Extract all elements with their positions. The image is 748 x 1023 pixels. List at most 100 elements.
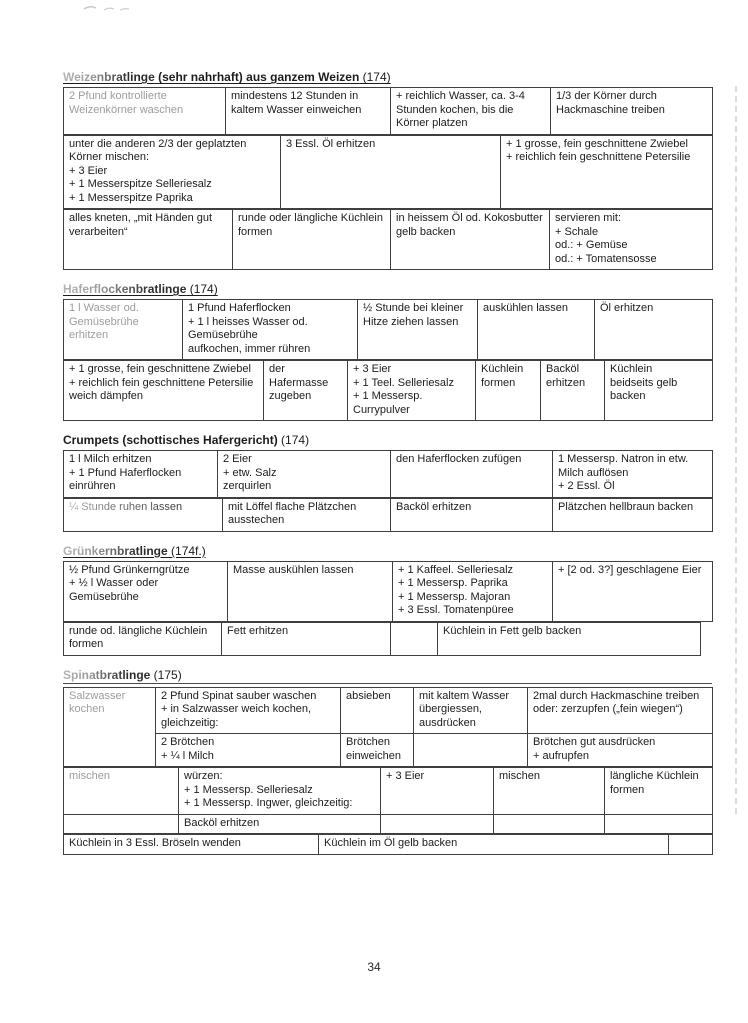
table-cell: 1 l Milch erhitzen + 1 Pfund Haferflocke…: [63, 450, 218, 498]
gruenkern-table-1: ½ Pfund Grünkerngrütze + ½ l Wasser oder…: [63, 560, 713, 622]
table-cell: Öl erhitzen: [594, 299, 713, 360]
section-heading-crumpets: Crumpets (schottisches Hafergericht) (17…: [63, 433, 712, 447]
table-row: + 1 grosse, fein geschnittene Zwiebel + …: [63, 360, 713, 421]
table-cell: Brötchen einweichen: [340, 733, 414, 767]
table-cell: + 1 Kaffeel. Selleriesalz + 1 Messersp. …: [392, 560, 553, 622]
table-cell-empty: [380, 813, 494, 834]
table-cell: servieren mit: + Schale od.: + Gemüse od…: [549, 209, 713, 270]
section-heading-weizenbratlinge: Weizenbratlinge (sehr nahrhaft) aus ganz…: [63, 70, 712, 84]
table-cell: unter die anderen 2/3 der geplatzten Kör…: [63, 134, 281, 209]
table-cell-empty: [493, 813, 605, 834]
section-heading-haferflockenbratlinge: Haferflockenbratlinge (174): [63, 282, 712, 296]
table-row: Backöl erhitzen: [63, 813, 713, 834]
table-cell: + 1 grosse, fein geschnittene Zwiebel + …: [63, 360, 264, 421]
table-cell: Backöl erhitzen: [178, 813, 381, 834]
heading-page-ref: (174): [359, 70, 391, 84]
section-heading-gruenkernbratlinge: Grünkernbratlinge (174f.): [63, 544, 712, 558]
table-cell: 2 Brötchen + ¼ l Milch: [155, 733, 341, 767]
table-cell: + 3 Eier: [380, 767, 494, 815]
table-cell: Küchlein in 3 Essl. Bröseln wenden: [63, 834, 319, 855]
heading-page-ref: (174): [186, 282, 218, 296]
table-cell: 1 l Wasser od. Gemüsebrühe erhitzen: [63, 299, 183, 360]
table-cell: Küchlein formen: [475, 360, 541, 421]
heading-word: Grünkernbratlinge: [63, 543, 168, 558]
table-cell: mischen: [63, 767, 179, 815]
table-cell: 3 Essl. Öl erhitzen: [280, 134, 501, 209]
spinat-table-1: Salzwasser kochen 2 Pfund Spinat sauber …: [63, 686, 713, 767]
table-cell: ¼ Stunde ruhen lassen: [63, 497, 223, 532]
heading-bold: Crumpets (schottisches Hafergericht): [63, 433, 278, 447]
table-row: unter die anderen 2/3 der geplatzten Kör…: [63, 134, 713, 209]
table-cell: auskühlen lassen: [477, 299, 595, 360]
crumpets-table-1: 1 l Milch erhitzen + 1 Pfund Haferflocke…: [63, 450, 713, 498]
hafer-table-1: 1 l Wasser od. Gemüsebrühe erhitzen 1 Pf…: [63, 299, 713, 360]
table-cell: absieben: [340, 686, 414, 734]
weizen-table-2: unter die anderen 2/3 der geplatzten Kör…: [63, 134, 713, 210]
heading-word: Haferflockenbratlinge: [63, 282, 187, 296]
heading-word: Spinatbratlinge: [63, 667, 151, 682]
gruenkern-table-2: runde od. längliche Küchlein formen Fett…: [63, 621, 701, 656]
table-cell: mindestens 12 Stunden in kaltem Wasser e…: [225, 87, 391, 135]
table-cell: Küchlein beidseits gelb backen: [604, 360, 713, 421]
table-cell: 1/3 der Körner durch Hackmaschine treibe…: [550, 87, 713, 135]
table-cell: Salzwasser kochen: [63, 686, 156, 767]
table-row: Küchlein in 3 Essl. Bröseln wenden Küchl…: [63, 834, 713, 855]
table-row: 1 l Wasser od. Gemüsebrühe erhitzen 1 Pf…: [63, 299, 713, 360]
table-row: 2 Pfund kontrollierte Weizenkörner wasch…: [63, 87, 713, 135]
heading-bold: (sehr nahrhaft) aus ganzem Weizen: [154, 70, 360, 84]
table-cell: + 1 grosse, fein geschnittene Zwiebel + …: [500, 134, 713, 209]
hafer-table-2: + 1 grosse, fein geschnittene Zwiebel + …: [63, 360, 713, 421]
section-heading-spinatbratlinge: Spinatbratlinge (175): [63, 668, 712, 684]
page-number: 34: [367, 960, 381, 974]
table-row: alles kneten, „mit Händen gut verarbeite…: [63, 209, 713, 270]
table-cell: den Haferflocken zufügen: [390, 450, 553, 498]
weizen-table-3: alles kneten, „mit Händen gut verarbeite…: [63, 209, 713, 270]
table-cell-empty: [63, 813, 179, 834]
table-row: 2 Brötchen + ¼ l Milch Brötchen einweich…: [64, 733, 713, 767]
table-cell: Backöl erhitzen: [540, 360, 605, 421]
table-cell: 2 Pfund kontrollierte Weizenkörner wasch…: [63, 87, 226, 135]
table-cell: längliche Küchlein formen: [604, 767, 713, 815]
table-cell: runde od. längliche Küchlein formen: [63, 621, 222, 656]
table-cell: + [2 od. 3?] geschlagene Eier: [552, 560, 713, 622]
heading-page-ref: (174): [277, 433, 310, 447]
table-cell-empty: [604, 813, 713, 834]
table-cell-empty: [390, 621, 438, 656]
table-cell: Brötchen gut ausdrücken + aufrupfen: [527, 733, 713, 767]
table-cell: mit Löffel flache Plätzchen ausstechen: [222, 497, 391, 532]
crumpets-table-2: ¼ Stunde ruhen lassen mit Löffel flache …: [63, 497, 713, 532]
table-cell: würzen: + 1 Messersp. Selleriesalz + 1 M…: [178, 767, 381, 815]
table-cell-empty: [413, 733, 528, 767]
table-cell: + 3 Eier + 1 Teel. Selleriesalz + 1 Mess…: [347, 360, 476, 421]
table-row: ½ Pfund Grünkerngrütze + ½ l Wasser oder…: [63, 560, 713, 622]
table-row: Salzwasser kochen 2 Pfund Spinat sauber …: [63, 686, 713, 767]
heading-word: Weizenbratlinge: [63, 70, 155, 84]
heading-page-ref: (174f.): [167, 543, 206, 558]
table-cell: Plätzchen hellbraun backen: [552, 497, 713, 532]
table-cell: 1 Messersp. Natron in etw. Milch auflöse…: [552, 450, 713, 498]
table-cell: Küchlein im Öl gelb backen: [318, 834, 669, 855]
table-cell: 2 Pfund Spinat sauber waschen + in Salzw…: [155, 686, 341, 734]
table-cell: mischen: [493, 767, 605, 815]
table-cell: + reichlich Wasser, ca. 3-4 Stunden koch…: [390, 87, 551, 135]
table-cell: Küchlein in Fett gelb backen: [437, 621, 701, 656]
spinat-table-3: Küchlein in 3 Essl. Bröseln wenden Küchl…: [63, 834, 713, 855]
table-cell: 1 Pfund Haferflocken + 1 l heisses Wasse…: [182, 299, 358, 360]
table-cell: ½ Pfund Grünkerngrütze + ½ l Wasser oder…: [63, 560, 228, 622]
scan-artifact-squiggle: [83, 5, 130, 11]
table-row: mischen würzen: + 1 Messersp. Selleriesa…: [63, 767, 713, 815]
table-row: 1 l Milch erhitzen + 1 Pfund Haferflocke…: [63, 450, 713, 498]
table-cell: der Hafermasse zugeben: [263, 360, 348, 421]
table-cell: Fett erhitzen: [221, 621, 391, 656]
table-cell: 2mal durch Hackmaschine treiben oder: ze…: [527, 686, 713, 734]
table-row: runde od. längliche Küchlein formen Fett…: [63, 621, 701, 656]
spinat-table-2: mischen würzen: + 1 Messersp. Selleriesa…: [63, 767, 713, 834]
heading-page-ref: (175): [150, 667, 182, 682]
table-cell: 2 Eier + etw. Salz zerquirlen: [217, 450, 391, 498]
table-cell: ½ Stunde bei kleiner Hitze ziehen lassen: [357, 299, 478, 360]
table-cell: in heissem Öl od. Kokosbutter gelb backe…: [390, 209, 550, 270]
table-cell: runde oder längliche Küchlein formen: [232, 209, 391, 270]
table-cell: Masse auskühlen lassen: [227, 560, 393, 622]
recipe-page: Weizenbratlinge (sehr nahrhaft) aus ganz…: [63, 70, 713, 855]
table-cell: Backöl erhitzen: [390, 497, 553, 532]
